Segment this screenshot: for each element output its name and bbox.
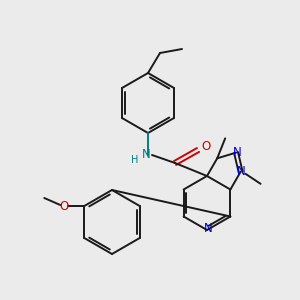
Text: O: O [60,200,69,212]
Text: O: O [201,140,211,154]
Text: N: N [204,223,212,236]
Text: N: N [142,148,150,161]
Text: H: H [131,155,139,165]
Text: N: N [237,165,246,178]
Text: N: N [233,146,242,159]
